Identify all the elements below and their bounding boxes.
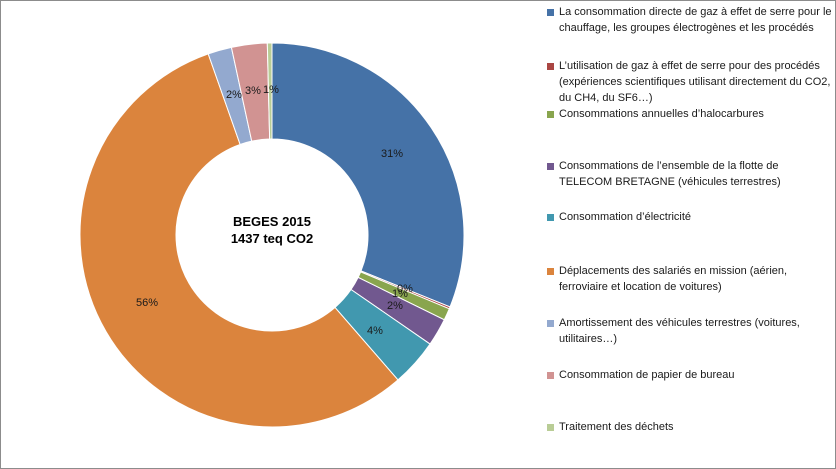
data-label-6: 56% — [136, 297, 158, 309]
legend-swatch — [547, 372, 554, 379]
legend-label: Consommations de l’ensemble de la flotte… — [559, 160, 781, 188]
legend-label: Consommation de papier de bureau — [559, 369, 735, 381]
legend: La consommation directe de gaz à effet d… — [543, 1, 833, 468]
legend-swatch — [547, 63, 554, 70]
legend-label: Traitement des déchets — [559, 421, 674, 433]
slice-6 — [79, 53, 399, 428]
center-title: BEGES 2015 — [233, 214, 311, 229]
legend-label: Consommations annuelles d’halocarbures — [559, 108, 764, 120]
data-label-7: 2% — [226, 89, 242, 101]
legend-label: Déplacements des salariés en mission (aé… — [559, 265, 788, 293]
data-label-4: 2% — [387, 300, 403, 312]
slice-1 — [271, 42, 465, 308]
legend-label: Consommation d’électricité — [559, 211, 692, 223]
slice-9 — [266, 42, 273, 140]
legend-swatch — [547, 320, 554, 327]
data-label-9: 1% — [263, 84, 279, 96]
data-labels: 31%0%1%2%4%56%2% 3% 1% — [136, 84, 413, 337]
slices — [79, 42, 465, 428]
data-label-5: 4% — [367, 325, 383, 337]
data-label-8: 3% — [245, 85, 261, 97]
center-subtitle: 1437 teq CO2 — [231, 231, 313, 246]
legend-swatch — [547, 424, 554, 431]
data-label-1: 31% — [381, 148, 403, 160]
legend-swatch — [547, 163, 554, 170]
data-label-2: 0% — [397, 283, 413, 295]
legend-swatch — [547, 9, 554, 16]
legend-label: L’utilisation de gaz à effet de serre po… — [559, 60, 831, 104]
data-label-3: 1% — [392, 288, 408, 300]
legend-swatch — [547, 268, 554, 275]
legend-swatch — [547, 111, 554, 118]
legend-swatch — [547, 214, 554, 221]
legend-label: Amortissement des véhicules terrestres (… — [559, 317, 800, 345]
legend-label: La consommation directe de gaz à effet d… — [559, 6, 832, 34]
